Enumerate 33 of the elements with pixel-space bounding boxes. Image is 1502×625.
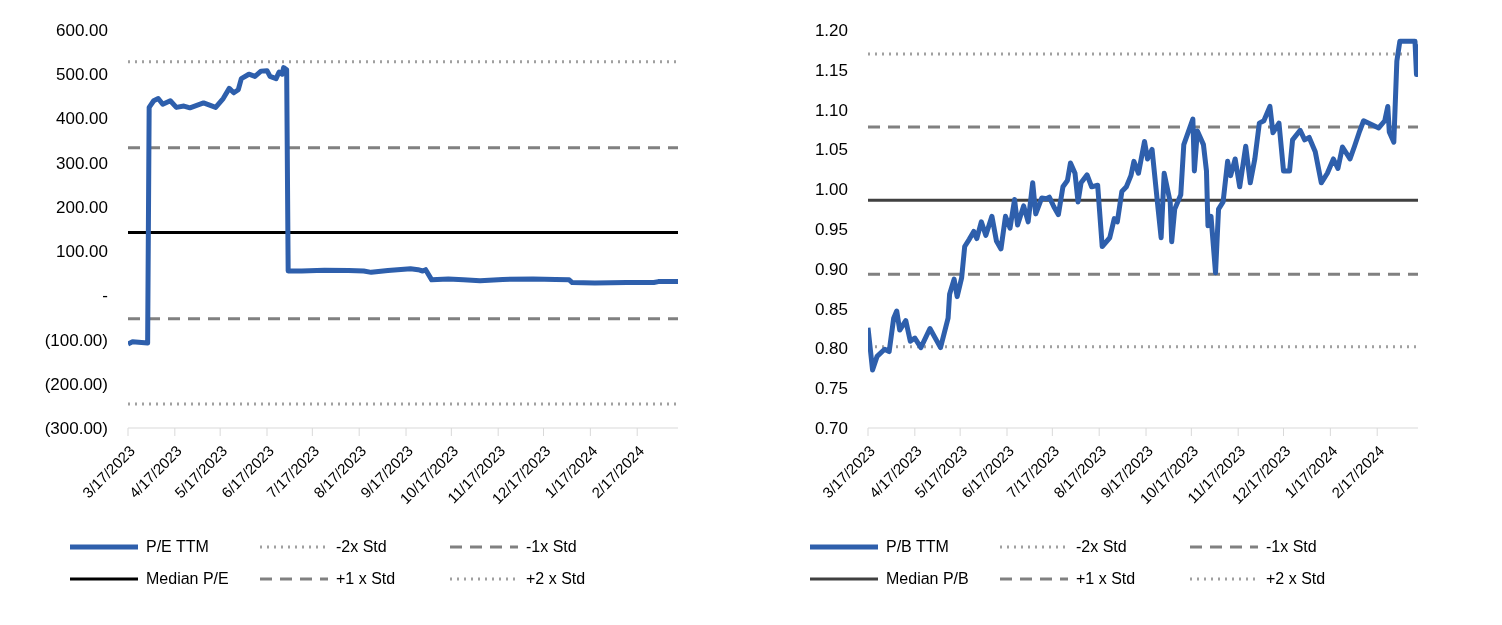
y-tick-label: 0.80 [814,339,848,359]
y-tick-label: 300.00 [56,153,108,173]
legend-label: -2x Std [1076,538,1127,556]
y-tick-label: 0.90 [814,259,848,279]
legend-label: +2 x Std [1266,570,1326,588]
legend-label: -2x Std [336,538,387,556]
y-tick-label: 500.00 [56,65,108,85]
y-tick-label: 100.00 [56,242,108,262]
legend-label: +1 x Std [336,570,396,588]
legend-label: -1x Std [526,538,577,556]
legend-label: P/B TTM [886,538,949,556]
legend-label: -1x Std [1266,538,1317,556]
y-tick-label: 600.00 [56,21,108,41]
y-tick-label: 0.70 [814,419,848,439]
legend-label: Median P/B [886,570,969,588]
y-tick-label: 1.10 [814,100,848,120]
legend-label: P/E TTM [146,538,209,556]
legend-label: +2 x Std [526,570,586,588]
legend-label: +1 x Std [1076,570,1136,588]
y-tick-label: 0.85 [814,299,848,319]
y-tick-label: 400.00 [56,109,108,129]
y-tick-label: 1.05 [814,140,848,160]
y-tick-label: 200.00 [56,197,108,217]
y-tick-label: 1.15 [814,60,848,80]
y-tick-label: 1.00 [814,180,848,200]
y-tick-label: - [102,286,108,306]
y-tick-label: 0.95 [814,220,848,240]
legend-label: Median P/E [146,570,229,588]
y-tick-label: 1.20 [814,21,848,41]
y-tick-label: (200.00) [44,374,108,394]
y-tick-label: 0.75 [814,379,848,399]
y-tick-label: (100.00) [44,330,108,350]
y-tick-label: (300.00) [44,419,108,439]
